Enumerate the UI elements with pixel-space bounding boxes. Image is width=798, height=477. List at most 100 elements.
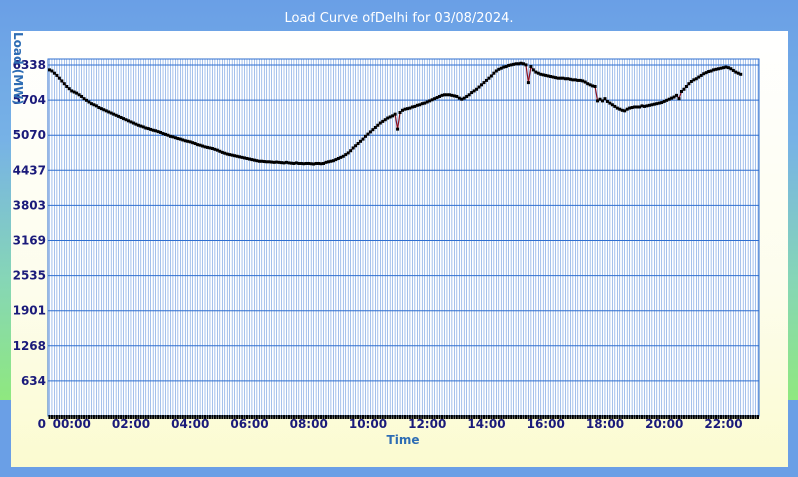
data-point: [344, 153, 348, 157]
baseline-tick: [292, 415, 295, 419]
baseline-tick: [532, 415, 535, 419]
baseline-tick: [102, 415, 105, 419]
data-point: [329, 159, 333, 163]
data-point: [504, 65, 508, 69]
baseline-tick: [63, 415, 66, 419]
baseline-tick: [149, 415, 152, 419]
data-point: [164, 132, 168, 136]
data-point: [433, 97, 437, 101]
data-point: [381, 119, 385, 123]
baseline-tick: [468, 415, 471, 419]
baseline-tick: [517, 415, 520, 419]
data-point: [146, 127, 150, 131]
baseline-tick: [90, 415, 93, 419]
baseline-tick: [739, 415, 742, 419]
baseline-tick: [302, 415, 305, 419]
data-point: [126, 119, 130, 123]
baseline-tick: [285, 415, 288, 419]
baseline-tick: [717, 415, 720, 419]
baseline-tick: [574, 415, 577, 419]
data-point: [356, 142, 360, 146]
data-point: [398, 111, 402, 115]
data-point: [322, 161, 326, 165]
baseline-tick: [287, 415, 290, 419]
baseline-tick: [438, 415, 441, 419]
baseline-tick: [127, 415, 130, 419]
baseline-tick: [441, 415, 444, 419]
data-point: [131, 121, 135, 125]
baseline-tick: [68, 415, 71, 419]
data-point: [228, 153, 232, 157]
baseline-tick: [643, 415, 646, 419]
data-point: [386, 116, 390, 120]
baseline-tick: [248, 415, 251, 419]
baseline-tick: [201, 415, 204, 419]
data-point: [119, 116, 123, 119]
data-point: [544, 73, 548, 77]
baseline-tick: [520, 415, 523, 419]
baseline-tick: [117, 415, 120, 419]
data-point: [559, 76, 563, 80]
baseline-tick: [505, 415, 508, 419]
x-tick-label: 12:00: [408, 417, 446, 431]
baseline-tick: [747, 415, 750, 419]
baseline-tick: [255, 415, 258, 419]
data-point: [257, 159, 261, 163]
data-point: [89, 102, 93, 106]
baseline-tick: [137, 415, 140, 419]
data-point: [134, 122, 138, 126]
baseline-tick: [465, 415, 468, 419]
baseline-tick: [334, 415, 337, 419]
data-point: [388, 115, 392, 119]
data-point: [166, 133, 170, 137]
data-point: [736, 71, 740, 75]
data-point: [512, 62, 516, 66]
baseline-tick: [97, 415, 100, 419]
data-point: [450, 93, 454, 97]
baseline-tick: [722, 415, 725, 419]
data-point: [102, 108, 106, 112]
data-point: [252, 158, 256, 162]
data-point: [294, 161, 298, 165]
data-point: [670, 96, 674, 100]
data-point: [97, 106, 101, 110]
baseline-tick: [184, 415, 187, 419]
data-point: [215, 148, 219, 152]
data-point: [699, 73, 703, 77]
data-point: [413, 104, 417, 108]
data-point: [470, 91, 474, 95]
data-point: [238, 155, 242, 159]
baseline-tick: [431, 415, 434, 419]
baseline-tick: [396, 415, 399, 419]
baseline-tick: [687, 415, 690, 419]
y-tick-label: 3169: [13, 234, 46, 248]
data-point: [591, 84, 595, 88]
baseline-tick: [85, 415, 88, 419]
baseline-tick: [500, 415, 503, 419]
data-point: [635, 105, 639, 109]
baseline-tick: [557, 415, 560, 419]
baseline-tick: [347, 415, 350, 419]
data-point: [50, 69, 54, 73]
baseline-tick: [719, 415, 722, 419]
baseline-tick: [715, 415, 718, 419]
baseline-tick: [608, 415, 611, 419]
data-point: [326, 160, 330, 164]
data-point: [447, 93, 451, 97]
y-origin-label: 0: [38, 417, 46, 431]
data-point: [739, 72, 743, 76]
data-point: [499, 66, 503, 70]
data-point: [312, 162, 316, 166]
baseline-tick: [682, 415, 685, 419]
data-point: [65, 84, 69, 88]
data-point: [586, 82, 590, 86]
baseline-tick: [700, 415, 703, 419]
baseline-tick: [132, 415, 135, 419]
baseline-tick: [695, 415, 698, 419]
baseline-tick: [732, 415, 735, 419]
baseline-tick: [206, 415, 209, 419]
baseline-tick: [463, 415, 466, 419]
baseline-tick: [757, 415, 760, 419]
data-point: [124, 118, 128, 122]
data-point: [435, 96, 439, 100]
